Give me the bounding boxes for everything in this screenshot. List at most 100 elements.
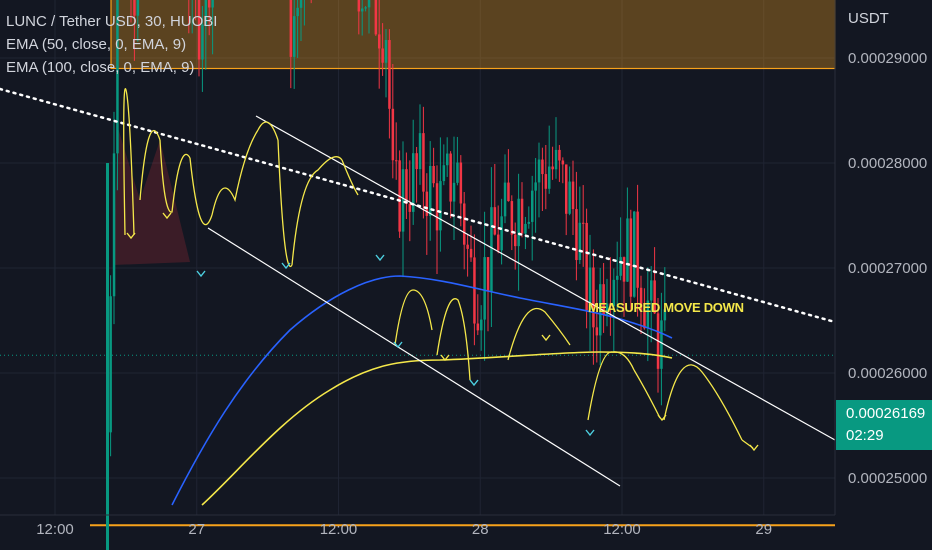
channel-lower-line (207, 227, 621, 487)
wave-curve (211, 129, 259, 216)
candle-up (578, 222, 582, 261)
candle-down (435, 183, 439, 231)
wave-fill (113, 128, 190, 265)
candle-up (548, 166, 551, 189)
candle-up (112, 153, 116, 297)
candle-up (204, 0, 208, 25)
wave-curve (123, 88, 135, 236)
y-axis[interactable]: 0.00025000 0.00026000 0.00027000 0.00028000… (834, 0, 927, 515)
candle-down (544, 174, 548, 189)
candle-up (537, 159, 541, 183)
candle-up (480, 319, 483, 331)
down-arrow-yellow (541, 334, 551, 342)
candle-up (663, 309, 667, 321)
candle-up (646, 300, 650, 329)
candle-up (361, 8, 364, 12)
candle-up (619, 257, 622, 276)
candle-up (442, 165, 446, 182)
candle-down (497, 234, 500, 251)
candle-up (588, 267, 592, 311)
candle-down (289, 0, 293, 57)
candle-down (595, 327, 599, 336)
wave-curve (394, 289, 433, 346)
candle-up (429, 165, 432, 216)
candle-down (585, 222, 588, 311)
y-tick-label: 0.00025000 (848, 470, 927, 487)
x-tick-label: 28 (472, 521, 489, 538)
candle-up (201, 24, 204, 60)
down-arrow-yellow (162, 212, 172, 220)
candle-down (510, 201, 514, 235)
candle-down (514, 234, 517, 247)
candle-down (609, 303, 612, 307)
candle-up (517, 198, 520, 247)
candle-up (554, 149, 558, 170)
candle-down (643, 311, 646, 329)
candle-down (551, 166, 554, 170)
candle-down (575, 209, 578, 261)
candle-up (109, 296, 112, 433)
last-price-tag: 0.00026169 02:29 (836, 400, 932, 450)
wave-curve (341, 159, 359, 196)
candle-down (507, 182, 510, 202)
candle-up (483, 257, 486, 320)
candle-down (432, 165, 435, 184)
candle-down (476, 323, 480, 331)
candle-down (425, 191, 429, 216)
trend-drawings (0, 87, 837, 487)
candle-down (374, 0, 378, 35)
candle-down (636, 211, 639, 288)
candle-down (449, 153, 452, 202)
arrow-markers (126, 212, 759, 452)
grid-lines (0, 0, 835, 515)
candle-up (116, 0, 119, 154)
candle-up (660, 320, 663, 369)
x-tick-label: 12:00 (320, 521, 358, 538)
candle-down (197, 0, 201, 60)
candle-down (602, 284, 605, 315)
wave-curve (139, 129, 161, 201)
candle-up (456, 162, 459, 183)
x-tick-label: 29 (755, 521, 772, 538)
candle-down (622, 257, 626, 282)
candle-down (459, 162, 463, 204)
y-tick-label: 0.00028000 (848, 155, 927, 172)
candle-up (568, 181, 571, 214)
candle-up (650, 280, 653, 301)
wave-curve (189, 157, 213, 226)
candle-up (490, 207, 493, 292)
wave-curve (633, 369, 661, 419)
down-arrow-cyan (469, 379, 479, 387)
candle-up (401, 169, 405, 232)
y-tick-label: 0.00027000 (848, 260, 927, 277)
candle-down (629, 218, 633, 297)
down-arrow-cyan (585, 429, 595, 437)
wave-curve (507, 307, 571, 361)
wave-curve (257, 121, 279, 141)
candle-down (381, 48, 384, 63)
candle-down (639, 287, 643, 312)
candle-down (565, 164, 568, 214)
candle-up (599, 284, 602, 336)
ema100-line (171, 275, 673, 506)
y-axis-currency: USDT (848, 10, 889, 27)
candle-up (439, 181, 442, 231)
ema-lines (171, 275, 673, 506)
candle-down (133, 0, 136, 16)
x-axis[interactable]: 12:00 27 12:00 28 12:00 29 (0, 514, 835, 538)
candle-up (534, 182, 537, 191)
candle-down (493, 207, 497, 235)
channel-upper-line (255, 115, 836, 441)
down-arrow-cyan (281, 262, 291, 270)
candle-down (486, 257, 490, 292)
candle-down (541, 159, 544, 175)
wave-curve (587, 351, 635, 421)
candle-up (299, 0, 303, 8)
candle-down (571, 181, 575, 210)
candle-down (558, 149, 561, 161)
candle-down (463, 203, 466, 245)
candle-down (469, 248, 473, 258)
candle-down (592, 267, 595, 328)
